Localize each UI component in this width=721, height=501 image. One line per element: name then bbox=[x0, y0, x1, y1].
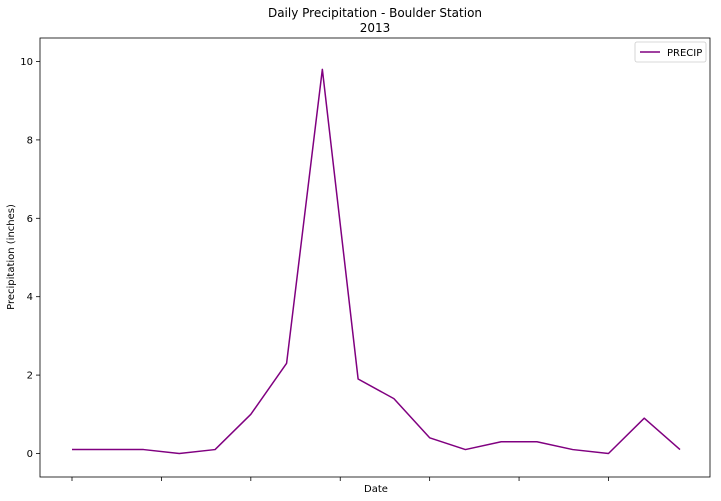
y-tick-label: 4 bbox=[27, 292, 33, 303]
data-point bbox=[177, 451, 181, 455]
data-point bbox=[70, 448, 74, 452]
series-layer bbox=[70, 67, 682, 455]
y-axis-label: Precipitation (inches) bbox=[6, 204, 17, 310]
data-point bbox=[285, 361, 289, 365]
y-tick-label: 6 bbox=[27, 214, 33, 225]
plot-area-frame bbox=[39, 37, 711, 478]
data-point bbox=[213, 448, 217, 452]
data-point bbox=[320, 67, 324, 71]
data-point bbox=[356, 377, 360, 381]
chart-title: Daily Precipitation - Boulder Station 20… bbox=[268, 6, 482, 35]
data-point bbox=[392, 397, 396, 401]
y-tick-label: 10 bbox=[20, 57, 33, 68]
legend: PRECIP bbox=[634, 41, 707, 63]
data-point bbox=[463, 448, 467, 452]
y-tick-label: 2 bbox=[27, 371, 33, 382]
data-point bbox=[142, 448, 146, 452]
y-axis-ticks: 0 2 4 6 8 10 bbox=[20, 57, 40, 460]
data-point bbox=[571, 448, 575, 452]
data-point bbox=[535, 440, 539, 444]
data-point bbox=[106, 448, 110, 452]
data-point bbox=[642, 416, 646, 420]
chart-title-line1: Daily Precipitation - Boulder Station bbox=[268, 6, 482, 20]
series-line-precip bbox=[72, 68, 681, 455]
data-point bbox=[249, 412, 253, 416]
y-tick-label: 8 bbox=[27, 135, 33, 146]
legend-entry-precip: PRECIP bbox=[667, 48, 702, 59]
data-point bbox=[678, 448, 682, 452]
x-axis-label: Date bbox=[364, 484, 388, 495]
y-tick-label: 0 bbox=[27, 449, 33, 460]
data-point bbox=[499, 440, 503, 444]
legend-box bbox=[634, 41, 707, 63]
chart-subtitle: 2013 bbox=[360, 21, 391, 35]
data-point bbox=[428, 436, 432, 440]
x-axis-ticks bbox=[71, 477, 609, 481]
data-point bbox=[606, 451, 610, 455]
